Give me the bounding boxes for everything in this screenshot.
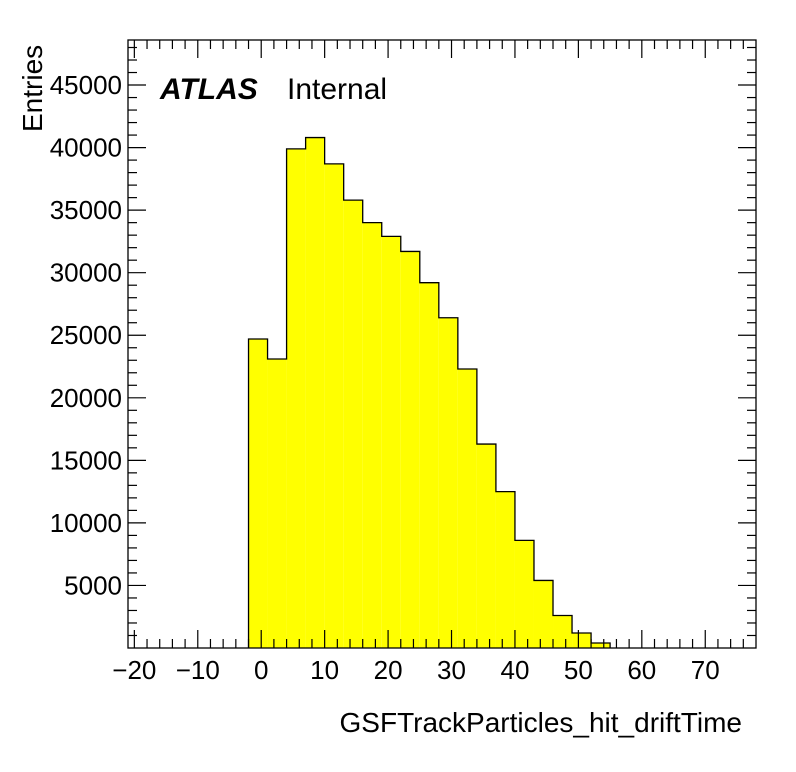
- histogram-bar: [400, 251, 420, 648]
- y-tick-label: 30000: [50, 258, 122, 288]
- y-axis-tick-labels: 5000 10000 15000 20000 25000 30000 35000 40000 4…: [50, 70, 122, 600]
- x-tick-label: 50: [564, 655, 593, 685]
- histogram-bar: [591, 642, 611, 648]
- y-axis-ticks: [128, 46, 756, 637]
- histogram-bar: [286, 148, 306, 648]
- y-axis-title: Entries: [17, 45, 48, 132]
- histogram-bar: [438, 317, 458, 648]
- histogram-bar: [324, 163, 344, 648]
- x-tick-label: 20: [374, 655, 403, 685]
- atlas-label: ATLAS: [159, 73, 258, 106]
- x-tick-label: 60: [627, 655, 656, 685]
- atlas-status-label: Internal: [287, 73, 387, 106]
- histogram-bar: [457, 369, 477, 648]
- x-tick-label: 0: [254, 655, 268, 685]
- x-axis-ticks: [133, 40, 744, 648]
- x-tick-label: 40: [500, 655, 529, 685]
- y-tick-label: 5000: [64, 570, 122, 600]
- histogram-outline: [247, 136, 611, 648]
- histogram-bar: [248, 338, 268, 648]
- histogram-bar: [495, 491, 515, 648]
- x-tick-label: 10: [310, 655, 339, 685]
- histogram-bar: [362, 222, 382, 648]
- y-tick-label: 35000: [50, 195, 122, 225]
- histogram-bar: [514, 540, 534, 648]
- histogram-bar: [419, 282, 439, 648]
- histogram-bar: [381, 236, 401, 648]
- histogram-bar: [572, 632, 592, 648]
- x-tick-label: −10: [176, 655, 220, 685]
- y-tick-label: 10000: [50, 508, 122, 538]
- y-tick-label: 20000: [50, 383, 122, 413]
- x-tick-label: 70: [691, 655, 720, 685]
- y-tick-label: 40000: [50, 133, 122, 163]
- y-tick-label: 45000: [50, 70, 122, 100]
- histogram-bar: [533, 580, 554, 648]
- x-axis-title: GSFTrackParticles_hit_driftTime: [340, 707, 742, 738]
- histogram-bar: [267, 359, 287, 648]
- plot-frame: [127, 39, 757, 649]
- histogram-bar: [305, 137, 325, 648]
- x-tick-label: 30: [437, 655, 466, 685]
- x-tick-label: −20: [112, 655, 156, 685]
- histogram-bar: [476, 444, 496, 648]
- x-axis-tick-labels: −20 −10 0 10 20 30 40 50 60 70: [112, 655, 719, 685]
- histogram-bar: [343, 200, 363, 648]
- y-tick-label: 25000: [50, 320, 122, 350]
- histogram-bars: [248, 137, 611, 648]
- histogram-bar: [553, 615, 573, 648]
- y-tick-label: 15000: [50, 445, 122, 475]
